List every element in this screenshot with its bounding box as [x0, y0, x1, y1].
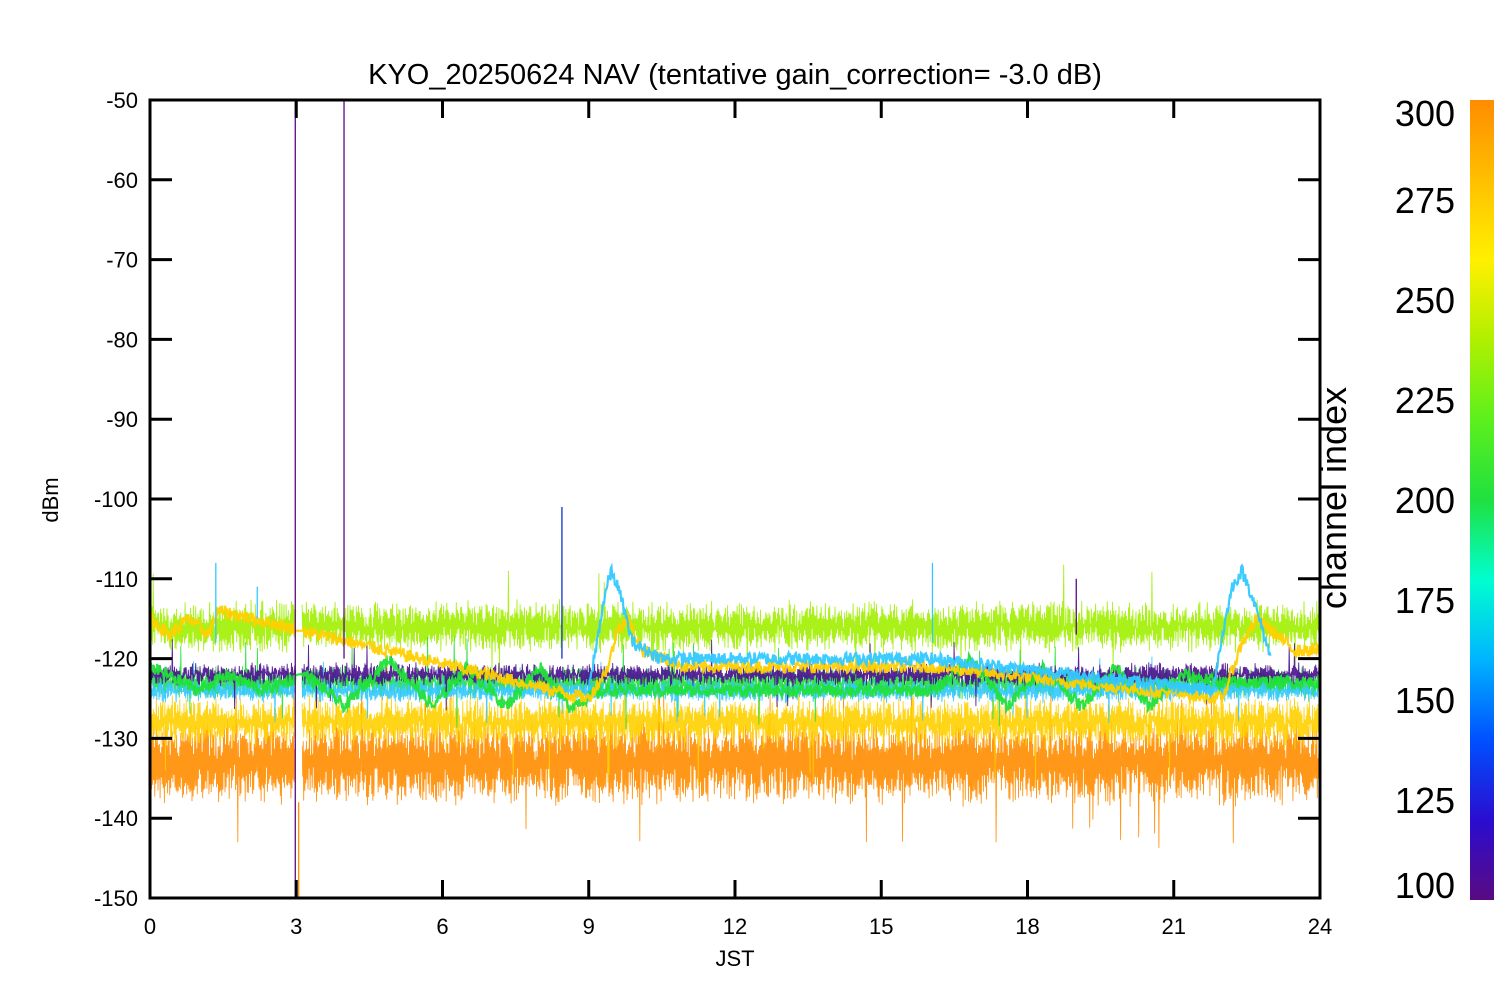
y-tick-label: -150: [94, 886, 138, 911]
series-band-2: [150, 564, 1320, 682]
y-tick-label: -90: [106, 407, 138, 432]
colorbar-tick-label: 100: [1395, 865, 1455, 906]
colorbar-ticks: 300 275 250 225 200 175 150 125 100: [1395, 93, 1455, 906]
x-tick-label: 18: [1015, 914, 1039, 939]
y-tick-label: -120: [94, 647, 138, 672]
colorbar-tick-label: 150: [1395, 680, 1455, 721]
y-tick-label: -60: [106, 168, 138, 193]
colorbar-tick-label: 175: [1395, 580, 1455, 621]
data-gap: [295, 714, 303, 819]
colorbar-tick-label: 225: [1395, 380, 1455, 421]
y-axis-label: dBm: [38, 477, 63, 522]
y-tick-label: -80: [106, 327, 138, 352]
x-tick-label: 3: [290, 914, 302, 939]
colorbar: [1470, 100, 1494, 900]
x-tick-label: 24: [1308, 914, 1332, 939]
y-tick-label: -100: [94, 487, 138, 512]
series-trace-1: [150, 605, 1320, 706]
y-tick-label: -110: [96, 567, 138, 592]
colorbar-tick-label: 125: [1395, 780, 1455, 821]
x-tick-label: 9: [583, 914, 595, 939]
series-trace-2: [587, 562, 1272, 700]
x-tick-label: 6: [436, 914, 448, 939]
series-band-0: [150, 672, 1320, 848]
colorbar-label: channel index: [1313, 387, 1354, 609]
y-tick-label: -50: [106, 88, 138, 113]
colorbar-tick-label: 300: [1395, 93, 1455, 134]
plot-area: [150, 100, 1320, 898]
x-tick-label: 0: [144, 914, 156, 939]
y-tick-label: -130: [94, 726, 138, 751]
colorbar-tick-label: 250: [1395, 280, 1455, 321]
x-tick-label: 15: [869, 914, 893, 939]
x-tick-label: 21: [1162, 914, 1186, 939]
y-tick-label: -70: [106, 248, 138, 273]
colorbar-tick-label: 275: [1395, 180, 1455, 221]
axes: 0 3 6 9 12 15 18 21 24 -50 -60 -70 -80 -90 -100 -110 -12…: [94, 88, 1332, 939]
chart-title: KYO_20250624 NAV (tentative gain_correct…: [368, 59, 1102, 91]
y-tick-label: -140: [94, 806, 138, 831]
series-band-1: [150, 655, 1320, 788]
x-tick-label: 12: [723, 914, 747, 939]
colorbar-tick-label: 200: [1395, 480, 1455, 521]
x-axis-label: JST: [715, 946, 754, 971]
